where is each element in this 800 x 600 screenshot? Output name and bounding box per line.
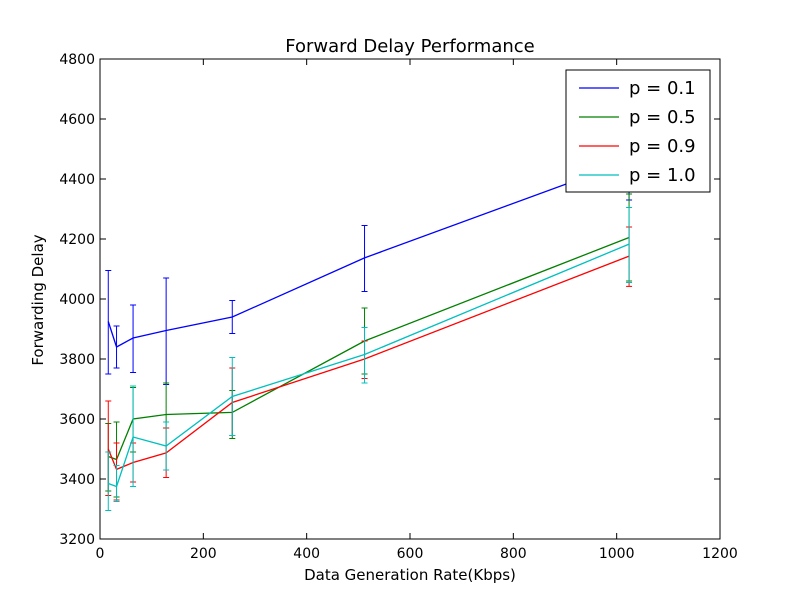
y-axis-label: Forwarding Delay — [29, 234, 47, 365]
x-tick-label: 200 — [190, 546, 217, 562]
y-tick-label: 3800 — [59, 352, 95, 368]
x-tick-label: 600 — [397, 546, 424, 562]
x-tick-label: 800 — [500, 546, 527, 562]
series-4 — [105, 207, 633, 511]
legend: p = 0.1 p = 0.5 p = 0.9 p = 1.0 — [565, 69, 711, 193]
y-tick-label: 3200 — [59, 532, 95, 548]
x-tick-label: 1200 — [702, 546, 738, 562]
axis-ticks: 0 200 400 600 800 1000 1200 3200 3400 3600 3800 400… — [59, 52, 737, 562]
y-tick-label: 3600 — [59, 412, 95, 428]
legend-label: p = 0.5 — [629, 107, 696, 128]
legend-label: p = 1.0 — [629, 165, 696, 186]
legend-label: p = 0.9 — [629, 136, 696, 157]
y-tick-label: 3400 — [59, 472, 95, 488]
legend-box — [565, 69, 711, 193]
x-tick-label: 400 — [293, 546, 320, 562]
y-tick-label: 4800 — [59, 52, 95, 68]
y-tick-label: 4000 — [59, 292, 95, 308]
series-line — [108, 243, 630, 488]
x-tick-label: 0 — [96, 546, 105, 562]
chart-title: Forward Delay Performance — [285, 36, 535, 57]
x-tick-label: 1000 — [599, 546, 635, 562]
series-line — [107, 160, 630, 348]
y-tick-label: 4200 — [59, 232, 95, 248]
y-tick-label: 4600 — [59, 112, 95, 128]
legend-label: p = 0.1 — [629, 78, 696, 99]
x-axis-label: Data Generation Rate(Kbps) — [304, 566, 516, 584]
y-tick-label: 4400 — [59, 172, 95, 188]
